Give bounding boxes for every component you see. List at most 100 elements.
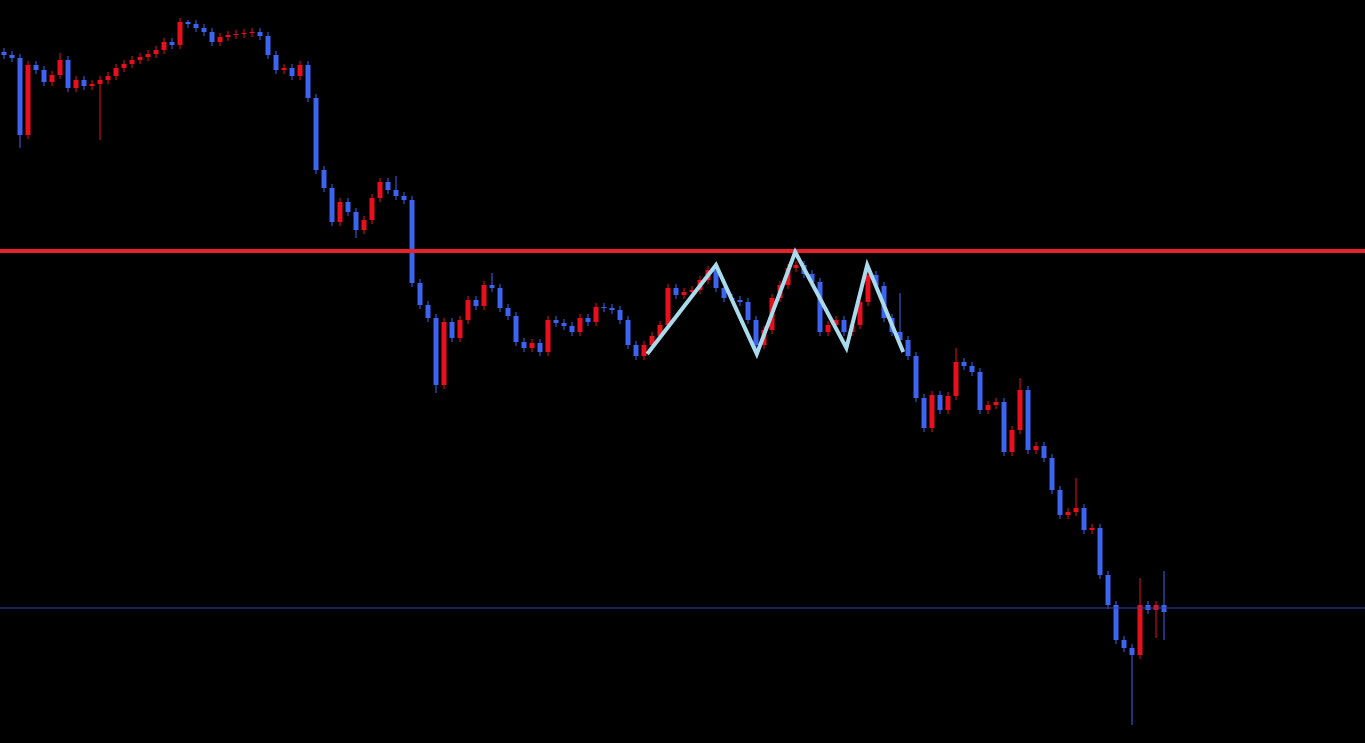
candle-body bbox=[937, 395, 943, 410]
candle-body bbox=[17, 58, 23, 135]
candle-body bbox=[521, 342, 527, 348]
candle-body bbox=[713, 270, 719, 288]
candle-body bbox=[121, 64, 127, 68]
candle-body bbox=[913, 356, 919, 398]
candle-body bbox=[625, 320, 631, 345]
candle-body bbox=[1073, 508, 1079, 512]
candle-body bbox=[1033, 446, 1039, 450]
candle-body bbox=[681, 292, 687, 295]
candle-body bbox=[225, 35, 231, 37]
candle-body bbox=[97, 80, 103, 84]
candle-body bbox=[977, 372, 983, 410]
zigzag-line bbox=[645, 247, 906, 360]
candle-body bbox=[577, 318, 583, 332]
candle-body bbox=[249, 32, 255, 33]
candle-body bbox=[425, 305, 431, 318]
candle-body bbox=[817, 282, 823, 332]
candle-body bbox=[65, 60, 71, 88]
candle-body bbox=[809, 274, 815, 282]
candle-body bbox=[377, 182, 383, 198]
candle-body bbox=[569, 326, 575, 332]
candle-body bbox=[897, 332, 903, 340]
candle-body bbox=[857, 302, 863, 325]
candle-body bbox=[1065, 512, 1071, 515]
candle-body bbox=[193, 24, 199, 28]
candle-body bbox=[1113, 605, 1119, 640]
candle-body bbox=[361, 220, 367, 230]
candle-body bbox=[793, 265, 799, 268]
candle-body bbox=[537, 343, 543, 352]
candle-body bbox=[601, 307, 607, 308]
candle-body bbox=[993, 402, 999, 405]
candle-body bbox=[353, 212, 359, 230]
candle-body bbox=[833, 320, 839, 325]
candle-body bbox=[113, 68, 119, 76]
candle-body bbox=[665, 288, 671, 325]
candle-body bbox=[313, 98, 319, 170]
candle-body bbox=[305, 65, 311, 98]
candle-body bbox=[217, 37, 223, 42]
candle-body bbox=[337, 202, 343, 222]
candle-body bbox=[529, 343, 535, 348]
candle-body bbox=[1, 52, 7, 55]
candle-body bbox=[265, 36, 271, 55]
candle-body bbox=[753, 320, 759, 345]
candle-body bbox=[497, 288, 503, 308]
candle-body bbox=[401, 196, 407, 200]
candle-body bbox=[1121, 640, 1127, 648]
candle-body bbox=[73, 80, 79, 88]
candle-body bbox=[481, 285, 487, 306]
candle-body bbox=[241, 33, 247, 34]
candle-body bbox=[649, 336, 655, 345]
candle-body bbox=[417, 283, 423, 305]
candle-body bbox=[721, 288, 727, 298]
candle-body bbox=[689, 290, 695, 292]
candle-body bbox=[641, 345, 647, 356]
candle-body bbox=[145, 54, 151, 57]
candle-body bbox=[1009, 430, 1015, 452]
candle-body bbox=[449, 322, 455, 338]
candle-body bbox=[209, 32, 215, 42]
candle-body bbox=[553, 320, 559, 323]
candle-body bbox=[385, 182, 391, 190]
candle-body bbox=[473, 300, 479, 306]
candle-body bbox=[409, 200, 415, 283]
candle-body bbox=[609, 308, 615, 310]
candle-body bbox=[921, 398, 927, 428]
candle-body bbox=[617, 310, 623, 320]
candle-body bbox=[465, 300, 471, 320]
candle-body bbox=[257, 32, 263, 36]
candle-body bbox=[33, 65, 39, 70]
candle-body bbox=[321, 170, 327, 188]
candle-body bbox=[945, 396, 951, 410]
candle-body bbox=[185, 22, 191, 24]
candle-body bbox=[433, 318, 439, 385]
candle-body bbox=[49, 75, 55, 82]
candle-body bbox=[25, 65, 31, 135]
candle-body bbox=[329, 188, 335, 222]
candle-body bbox=[281, 68, 287, 70]
candle-body bbox=[1017, 390, 1023, 430]
candle-body bbox=[169, 42, 175, 45]
candle-body bbox=[393, 190, 399, 196]
candle-body bbox=[161, 42, 167, 50]
candle-body bbox=[657, 325, 663, 336]
candle-body bbox=[137, 57, 143, 60]
candle-body bbox=[81, 80, 87, 86]
candle-body bbox=[985, 405, 991, 410]
candle-body bbox=[585, 318, 591, 322]
candle-body bbox=[873, 275, 879, 286]
candle-body bbox=[233, 34, 239, 35]
candle-body bbox=[1025, 390, 1031, 450]
candle-body bbox=[929, 395, 935, 428]
candle-body bbox=[129, 60, 135, 64]
candle-body bbox=[961, 362, 967, 366]
candle-body bbox=[969, 366, 975, 372]
candle-body bbox=[297, 65, 303, 76]
candle-body bbox=[905, 340, 911, 356]
candle-body bbox=[89, 84, 95, 86]
candle-body bbox=[513, 316, 519, 342]
candle-body bbox=[505, 308, 511, 316]
candle-body bbox=[369, 198, 375, 220]
